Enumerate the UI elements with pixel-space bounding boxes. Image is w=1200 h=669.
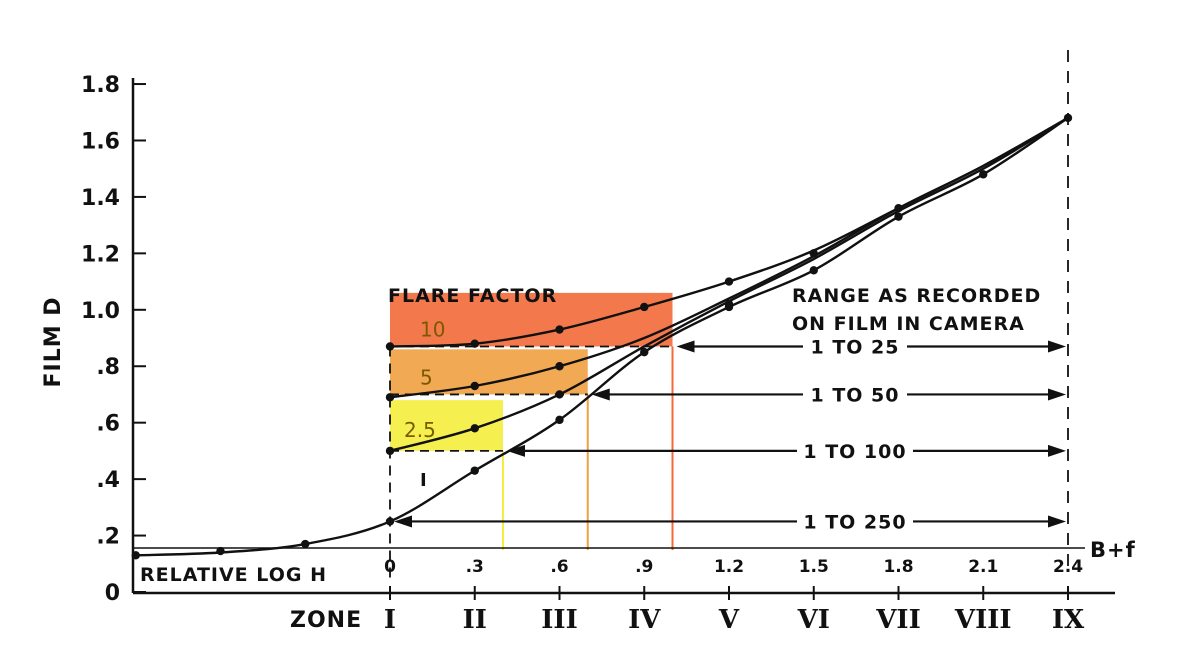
flare-title: FLARE FACTOR [388, 285, 557, 307]
y-tick-label: .4 [96, 468, 120, 493]
data-point [809, 266, 818, 275]
data-point [385, 393, 395, 402]
flare-band-10 [390, 292, 673, 347]
zone-label-IX: IX [1052, 605, 1085, 635]
data-point [640, 302, 649, 312]
zone-label-VIII: VIII [954, 605, 1012, 635]
y-tick-label: 1.8 [81, 73, 120, 98]
data-point [724, 299, 734, 309]
zone-label-VII: VII [875, 605, 921, 635]
data-point [555, 362, 564, 371]
data-point [385, 446, 395, 456]
range-arrow-left [591, 388, 610, 401]
zone-label-V: V [718, 605, 740, 635]
y-tick-label: .2 [96, 525, 120, 550]
data-point [894, 204, 903, 213]
x-axis-label: RELATIVE LOG H [140, 564, 327, 586]
y-tick-label: .6 [96, 412, 120, 437]
flare-bands: 10 5 2.5 [390, 292, 673, 451]
zone-label-VI: VI [797, 605, 830, 635]
data-point [131, 551, 140, 560]
curve-0 [135, 116, 1069, 557]
y-tick-label: 0 [105, 581, 120, 606]
range-arrows: 1 TO 25 1 TO 50 1 TO 100 1 TO 250 [394, 336, 1066, 533]
data-point [301, 539, 310, 549]
data-point [809, 249, 818, 258]
y-axis-label: FILM D [41, 296, 66, 387]
range-arrow-left [394, 515, 412, 528]
data-point [385, 517, 395, 526]
x-end-label: B+f [1090, 538, 1136, 562]
data-point [555, 415, 564, 425]
x-tick-label: .6 [550, 557, 568, 577]
x-tick-label: 0 [384, 557, 396, 577]
flare-band-5 [390, 349, 588, 395]
range-arrow-right [1048, 444, 1066, 457]
data-point [470, 381, 479, 391]
data-point [470, 424, 479, 433]
data-points [131, 113, 1073, 560]
range-arrow-right [1048, 515, 1066, 528]
range-arrow-left [676, 340, 695, 353]
data-point [385, 342, 395, 351]
y-tick-label: 1.0 [81, 299, 120, 324]
zone-label-I: I [384, 605, 396, 635]
range-label: 1 TO 100 [803, 441, 906, 463]
flare-label-2.5: 2.5 [404, 418, 436, 442]
data-point [555, 390, 564, 399]
data-point [470, 466, 479, 475]
zone-label-III: III [541, 605, 578, 635]
x-tick-label: 1.2 [714, 557, 744, 577]
data-point [555, 325, 564, 334]
range-arrow-right [1048, 388, 1066, 401]
range-arrow-left [507, 444, 525, 457]
zone-label-IV: IV [628, 605, 661, 635]
data-point [216, 546, 225, 556]
flare-label-10: 10 [420, 317, 445, 341]
y-tick-label: 1.4 [81, 186, 120, 211]
y-tick-label: 1.2 [81, 242, 120, 267]
x-tick-label: .9 [635, 557, 653, 577]
range-label: 1 TO 50 [810, 384, 899, 406]
x-tick-label: 1.8 [883, 557, 913, 577]
x-tick-label: 2.1 [968, 557, 998, 577]
y-tick-label: 1.6 [81, 129, 120, 154]
range-label: 1 TO 250 [803, 511, 906, 533]
chart-labels: FILM D RELATIVE LOG H B+f ZONE FLARE FAC… [41, 285, 1136, 633]
y-tick-label: .8 [96, 355, 120, 380]
range-label: 1 TO 25 [810, 336, 899, 358]
axes: 0 .2 .4 .6 .8 1.0 1.2 1.4 1.6 1.8 0 .3 .6 .9 1.2 1.5 1.8… [81, 73, 1115, 635]
data-point [470, 339, 479, 348]
data-point [640, 347, 649, 357]
data-point [724, 277, 734, 286]
range-title-line2: ON FILM IN CAMERA [792, 313, 1025, 335]
range-title-line1: RANGE AS RECORDED [792, 285, 1041, 307]
x-tick-label: .3 [466, 557, 484, 577]
data-point [979, 170, 988, 179]
range-arrow-right [1048, 340, 1066, 353]
flare-label-5: 5 [420, 365, 433, 389]
zone-label: ZONE [290, 608, 362, 633]
x-tick-label: 1.5 [799, 557, 829, 577]
data-point [1063, 113, 1073, 123]
stray-mark: I [420, 470, 428, 491]
zone-label-II: II [463, 605, 487, 635]
x-tick-label: 2.4 [1053, 557, 1083, 577]
data-point [894, 212, 903, 221]
